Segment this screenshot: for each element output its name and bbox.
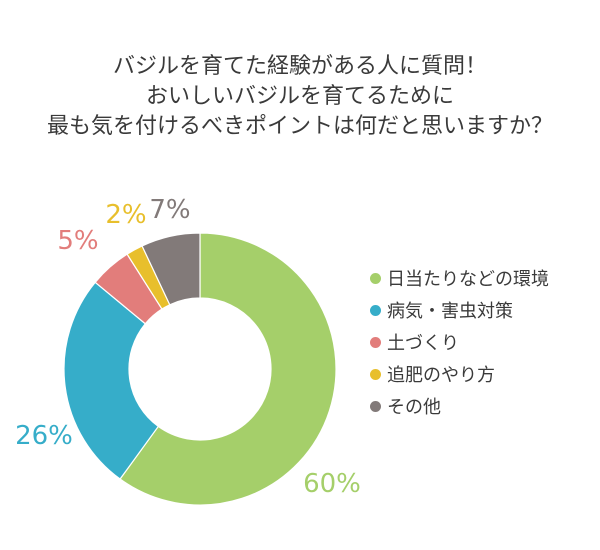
legend-swatch bbox=[370, 368, 381, 380]
legend-label: 日当たりなどの環境 bbox=[387, 269, 549, 290]
legend-swatch bbox=[370, 304, 381, 316]
slice-pest-control bbox=[63, 281, 160, 480]
label-pest-control: 26% bbox=[15, 421, 73, 451]
slice-environment bbox=[119, 232, 337, 506]
title-line-3: 最も気を付けるべきポイントは何だと思いますか？ bbox=[46, 114, 553, 139]
legend-item-other: その他 bbox=[370, 390, 549, 422]
chart-title: バジルを育てた経験がある人に質問！ おいしいバジルを育てるために 最も気を付ける… bbox=[0, 52, 600, 142]
label-other: 7% bbox=[149, 195, 190, 225]
legend-label: 追肥のやり方 bbox=[387, 365, 495, 386]
label-environment: 60% bbox=[303, 469, 361, 499]
legend-swatch bbox=[370, 400, 381, 412]
legend-item-environment: 日当たりなどの環境 bbox=[370, 262, 549, 294]
slice-other bbox=[141, 232, 201, 306]
title-line-2: おいしいバジルを育てるために bbox=[145, 84, 454, 109]
legend-label: 病気・害虫対策 bbox=[387, 301, 513, 322]
legend-label: その他 bbox=[387, 397, 441, 418]
legend-item-pest-control: 病気・害虫対策 bbox=[370, 294, 549, 326]
legend-swatch bbox=[370, 336, 381, 348]
title-line-1: バジルを育てた経験がある人に質問！ bbox=[112, 54, 487, 79]
legend-label: 土づくり bbox=[387, 333, 459, 354]
legend-item-fertilizer: 追肥のやり方 bbox=[370, 358, 549, 390]
legend-swatch bbox=[370, 272, 381, 284]
label-fertilizer: 2% bbox=[105, 200, 146, 230]
label-soil: 5% bbox=[57, 226, 98, 256]
legend: 日当たりなどの環境 病気・害虫対策 土づくり 追肥のやり方 その他 bbox=[370, 262, 549, 422]
legend-item-soil: 土づくり bbox=[370, 326, 549, 358]
